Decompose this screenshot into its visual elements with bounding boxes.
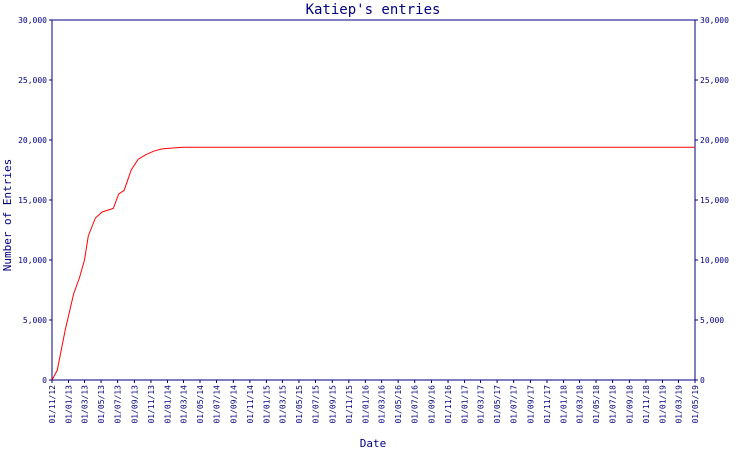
x-tick-label: 01/07/14 (213, 385, 222, 424)
y-tick-label: 20,000 (18, 136, 47, 145)
x-tick-label: 01/05/19 (691, 385, 700, 424)
y-tick-label: 15,000 (18, 196, 47, 205)
x-tick-label: 01/01/13 (65, 385, 74, 424)
x-tick-label: 01/03/18 (576, 385, 585, 424)
x-tick-label: 01/05/16 (394, 385, 403, 424)
x-tick-label: 01/11/16 (444, 385, 453, 424)
x-tick-label: 01/03/17 (477, 385, 486, 424)
plot-frame (51, 19, 696, 381)
y-axis-label: Number of Entries (1, 159, 14, 272)
y-tick-label: 25,000 (18, 76, 47, 85)
x-tick-label: 01/09/14 (229, 385, 238, 424)
x-tick-label: 01/11/17 (543, 385, 552, 424)
x-tick-label: 01/03/16 (378, 385, 387, 424)
y-tick-label-right: 30,000 (700, 16, 729, 25)
x-tick-label: 01/01/15 (262, 385, 271, 424)
x-tick-label: 01/11/15 (345, 385, 354, 424)
x-tick-label: 01/01/17 (461, 385, 470, 424)
x-tick-label: 01/09/15 (328, 385, 337, 424)
y-tick-label-right: 10,000 (700, 256, 729, 265)
x-tick-label: 01/07/16 (411, 385, 420, 424)
x-axis-label: Date (360, 437, 387, 450)
x-tick-label: 01/09/13 (130, 385, 139, 424)
y-tick-label: 0 (42, 376, 47, 385)
x-tick-label: 01/03/19 (674, 385, 683, 424)
x-tick-label: 01/05/18 (592, 385, 601, 424)
x-tick-label: 01/05/14 (196, 385, 205, 424)
y-tick-label-right: 5,000 (700, 316, 724, 325)
x-tick-label: 01/01/18 (560, 385, 569, 424)
y-tick-label-right: 0 (700, 376, 705, 385)
y-tick-label: 30,000 (18, 16, 47, 25)
x-tick-label: 01/09/18 (625, 385, 634, 424)
chart-title: Katiep's entries (306, 2, 441, 18)
x-tick-label: 01/09/17 (526, 385, 535, 424)
x-tick-label: 01/11/12 (48, 385, 57, 424)
x-tick-label: 01/09/16 (428, 385, 437, 424)
x-tick-label: 01/01/14 (163, 385, 172, 424)
x-axis: 01/11/12 01/01/13 01/03/13 01/05/13 01/07/13… (48, 380, 700, 424)
x-tick-label: 01/07/15 (311, 385, 320, 424)
x-tick-label: 01/01/16 (361, 385, 370, 424)
series-line (51, 146, 695, 381)
x-tick-label: 01/03/13 (81, 385, 90, 424)
x-tick-label: 01/01/19 (658, 385, 667, 424)
y-tick-label: 10,000 (18, 256, 47, 265)
x-tick-label: 01/05/15 (295, 385, 304, 424)
x-tick-label: 01/11/13 (147, 385, 156, 424)
x-tick-label: 01/03/14 (179, 385, 188, 424)
x-tick-label: 01/07/17 (510, 385, 519, 424)
x-tick-label: 01/11/18 (642, 385, 651, 424)
x-tick-label: 01/05/17 (493, 385, 502, 424)
y-axis-left: 0 5,000 10,000 15,000 20,000 25,000 30,000 (18, 16, 52, 385)
x-tick-label: 01/07/13 (114, 385, 123, 424)
x-tick-label: 01/11/14 (246, 385, 255, 424)
y-tick-label-right: 25,000 (700, 76, 729, 85)
y-axis-right: 0 5,000 10,000 15,000 20,000 25,000 30,000 (695, 16, 729, 385)
y-tick-label: 5,000 (23, 316, 47, 325)
series-layer (51, 146, 695, 381)
x-tick-label: 01/03/15 (278, 385, 287, 424)
y-tick-label-right: 15,000 (700, 196, 729, 205)
x-tick-label: 01/07/18 (609, 385, 618, 424)
x-tick-label: 01/05/13 (97, 385, 106, 424)
y-tick-label-right: 20,000 (700, 136, 729, 145)
